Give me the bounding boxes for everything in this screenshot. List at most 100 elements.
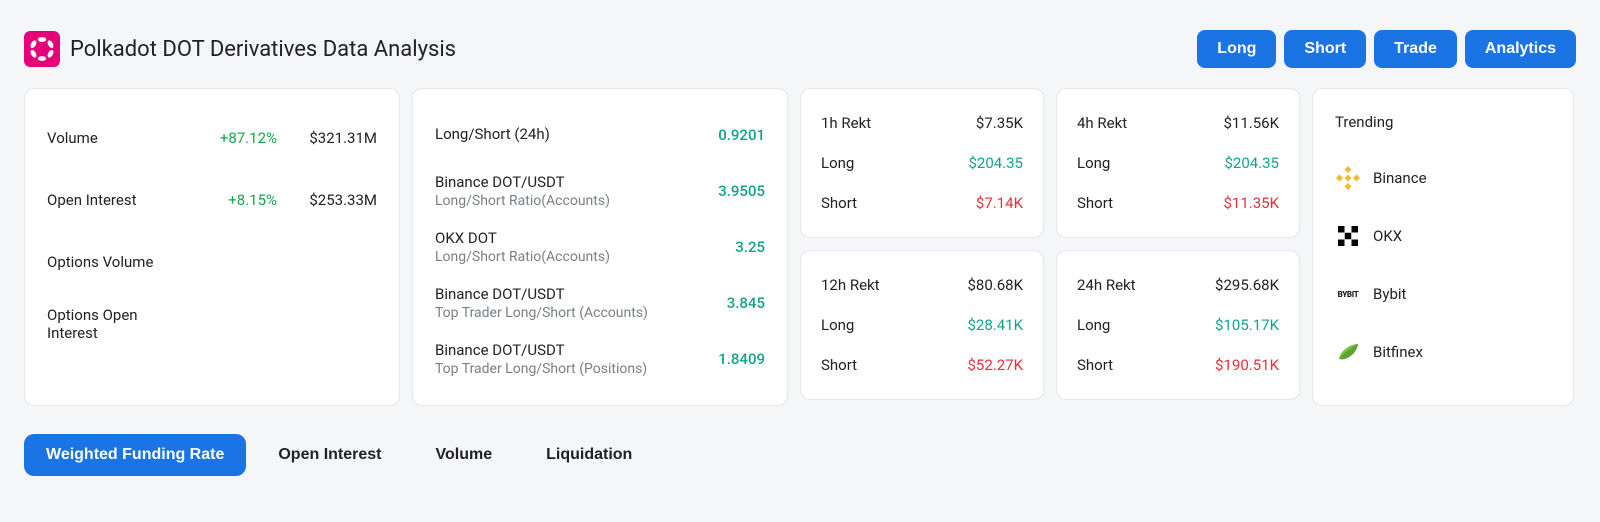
ls-sub: Long/Short Ratio(Accounts) <box>435 249 735 265</box>
ls-label: OKX DOT <box>435 229 735 247</box>
rekt-long-val: $105.17K <box>1215 316 1279 334</box>
summary-change: +8.15% <box>187 191 277 209</box>
page-title: Polkadot DOT Derivatives Data Analysis <box>70 37 456 62</box>
ls-label: Long/Short (24h) <box>435 125 718 143</box>
ls-label-wrap: Binance DOT/USDT Top Trader Long/Short (… <box>435 285 727 321</box>
bitfinex-icon <box>1335 339 1361 365</box>
rekt-short-label: Short <box>821 194 857 212</box>
okx-icon <box>1335 223 1361 249</box>
rekt-total-line: 12h Rekt $80.68K <box>821 265 1023 305</box>
trending-card: Trending Binance OKX BYBIT Bybit Bitfine… <box>1312 88 1574 406</box>
title-wrap: Polkadot DOT Derivatives Data Analysis <box>24 31 456 67</box>
summary-label: Options Open Interest <box>47 306 187 342</box>
rekt-short-line: Short $52.27K <box>821 345 1023 385</box>
ls-label: Binance DOT/USDT <box>435 173 718 191</box>
tab-weighted-funding-rate[interactable]: Weighted Funding Rate <box>24 434 246 476</box>
ls-sub: Top Trader Long/Short (Positions) <box>435 361 718 377</box>
ls-row: Binance DOT/USDT Top Trader Long/Short (… <box>435 331 765 387</box>
ls-row: Long/Short (24h) 0.9201 <box>435 107 765 163</box>
short-button[interactable]: Short <box>1284 30 1366 68</box>
rekt-card-4h: 4h Rekt $11.56K Long $204.35 Short $11.3… <box>1056 88 1300 238</box>
ls-value: 3.25 <box>735 238 765 256</box>
rekt-long-label: Long <box>1077 316 1110 334</box>
rekt-short-val: $52.27K <box>967 356 1023 374</box>
rekt-long-line: Long $105.17K <box>1077 305 1279 345</box>
tab-open-interest[interactable]: Open Interest <box>256 434 403 476</box>
rekt-long-line: Long $28.41K <box>821 305 1023 345</box>
rekt-short-line: Short $190.51K <box>1077 345 1279 385</box>
rekt-long-label: Long <box>821 154 854 172</box>
tab-volume[interactable]: Volume <box>414 434 515 476</box>
rekt-short-label: Short <box>1077 356 1113 374</box>
ls-value: 3.9505 <box>718 182 765 200</box>
binance-icon <box>1335 165 1361 191</box>
rekt-total-line: 24h Rekt $295.68K <box>1077 265 1279 305</box>
rekt-title: 4h Rekt <box>1077 114 1127 132</box>
rekt-total-line: 4h Rekt $11.56K <box>1077 103 1279 143</box>
rekt-title: 12h Rekt <box>821 276 880 294</box>
rekt-short-line: Short $11.35K <box>1077 183 1279 223</box>
ls-label-wrap: Long/Short (24h) <box>435 125 718 145</box>
rekt-short-val: $7.14K <box>976 194 1023 212</box>
title-ticker: DOT <box>162 37 204 62</box>
summary-label: Options Volume <box>47 253 187 271</box>
rekt-long-line: Long $204.35 <box>821 143 1023 183</box>
trending-label: Bitfinex <box>1373 343 1423 361</box>
trending-item-okx[interactable]: OKX <box>1335 207 1551 265</box>
analytics-button[interactable]: Analytics <box>1465 30 1576 68</box>
trending-item-bybit[interactable]: BYBIT Bybit <box>1335 265 1551 323</box>
ls-row: Binance DOT/USDT Long/Short Ratio(Accoun… <box>435 163 765 219</box>
summary-row-open-interest: Open Interest +8.15% $253.33M <box>47 169 377 231</box>
rekt-total: $295.68K <box>1215 276 1279 294</box>
rekt-title: 24h Rekt <box>1077 276 1136 294</box>
rekt-long-label: Long <box>821 316 854 334</box>
rekt-card-24h: 24h Rekt $295.68K Long $105.17K Short $1… <box>1056 250 1300 400</box>
longshort-card: Long/Short (24h) 0.9201 Binance DOT/USDT… <box>412 88 788 406</box>
ls-label-wrap: Binance DOT/USDT Top Trader Long/Short (… <box>435 341 718 377</box>
trending-item-bitfinex[interactable]: Bitfinex <box>1335 323 1551 381</box>
ls-row: OKX DOT Long/Short Ratio(Accounts) 3.25 <box>435 219 765 275</box>
ls-label-wrap: OKX DOT Long/Short Ratio(Accounts) <box>435 229 735 265</box>
rekt-title: 1h Rekt <box>821 114 871 132</box>
summary-row-options-oi: Options Open Interest <box>47 293 377 355</box>
rekt-short-val: $11.35K <box>1223 194 1279 212</box>
title-suffix: Derivatives Data Analysis <box>204 37 456 62</box>
rekt-card-1h: 1h Rekt $7.35K Long $204.35 Short $7.14K <box>800 88 1044 238</box>
long-button[interactable]: Long <box>1197 30 1276 68</box>
rekt-total: $7.35K <box>976 114 1023 132</box>
trending-label: Bybit <box>1373 285 1406 303</box>
rekt-long-val: $28.41K <box>967 316 1023 334</box>
rekt-total-line: 1h Rekt $7.35K <box>821 103 1023 143</box>
rekt-long-line: Long $204.35 <box>1077 143 1279 183</box>
summary-label: Volume <box>47 129 187 147</box>
tab-liquidation[interactable]: Liquidation <box>524 434 654 476</box>
ls-value: 1.8409 <box>718 350 765 368</box>
ls-label: Binance DOT/USDT <box>435 341 718 359</box>
cards-row: Volume +87.12% $321.31M Open Interest +8… <box>24 88 1576 406</box>
rekt-long-val: $204.35 <box>968 154 1023 172</box>
ls-value: 3.845 <box>727 294 765 312</box>
rekt-short-label: Short <box>821 356 857 374</box>
summary-label: Open Interest <box>47 191 187 209</box>
summary-value: $321.31M <box>277 129 377 147</box>
bybit-icon: BYBIT <box>1335 281 1361 307</box>
polkadot-logo-icon <box>24 31 60 67</box>
rekt-column-left: 1h Rekt $7.35K Long $204.35 Short $7.14K… <box>800 88 1044 406</box>
trade-button[interactable]: Trade <box>1374 30 1457 68</box>
rekt-total: $80.68K <box>967 276 1023 294</box>
title-prefix: Polkadot <box>70 37 162 62</box>
summary-row-volume: Volume +87.12% $321.31M <box>47 107 377 169</box>
summary-row-options-volume: Options Volume <box>47 231 377 293</box>
rekt-column-right: 4h Rekt $11.56K Long $204.35 Short $11.3… <box>1056 88 1300 406</box>
rekt-short-line: Short $7.14K <box>821 183 1023 223</box>
ls-row: Binance DOT/USDT Top Trader Long/Short (… <box>435 275 765 331</box>
summary-change: +87.12% <box>187 129 277 147</box>
trending-label: OKX <box>1373 227 1402 245</box>
rekt-long-val: $204.35 <box>1224 154 1279 172</box>
ls-value: 0.9201 <box>718 126 765 144</box>
tabs-row: Weighted Funding Rate Open Interest Volu… <box>24 434 1576 476</box>
trending-item-binance[interactable]: Binance <box>1335 149 1551 207</box>
header-row: Polkadot DOT Derivatives Data Analysis L… <box>24 30 1576 68</box>
summary-value: $253.33M <box>277 191 377 209</box>
rekt-long-label: Long <box>1077 154 1110 172</box>
